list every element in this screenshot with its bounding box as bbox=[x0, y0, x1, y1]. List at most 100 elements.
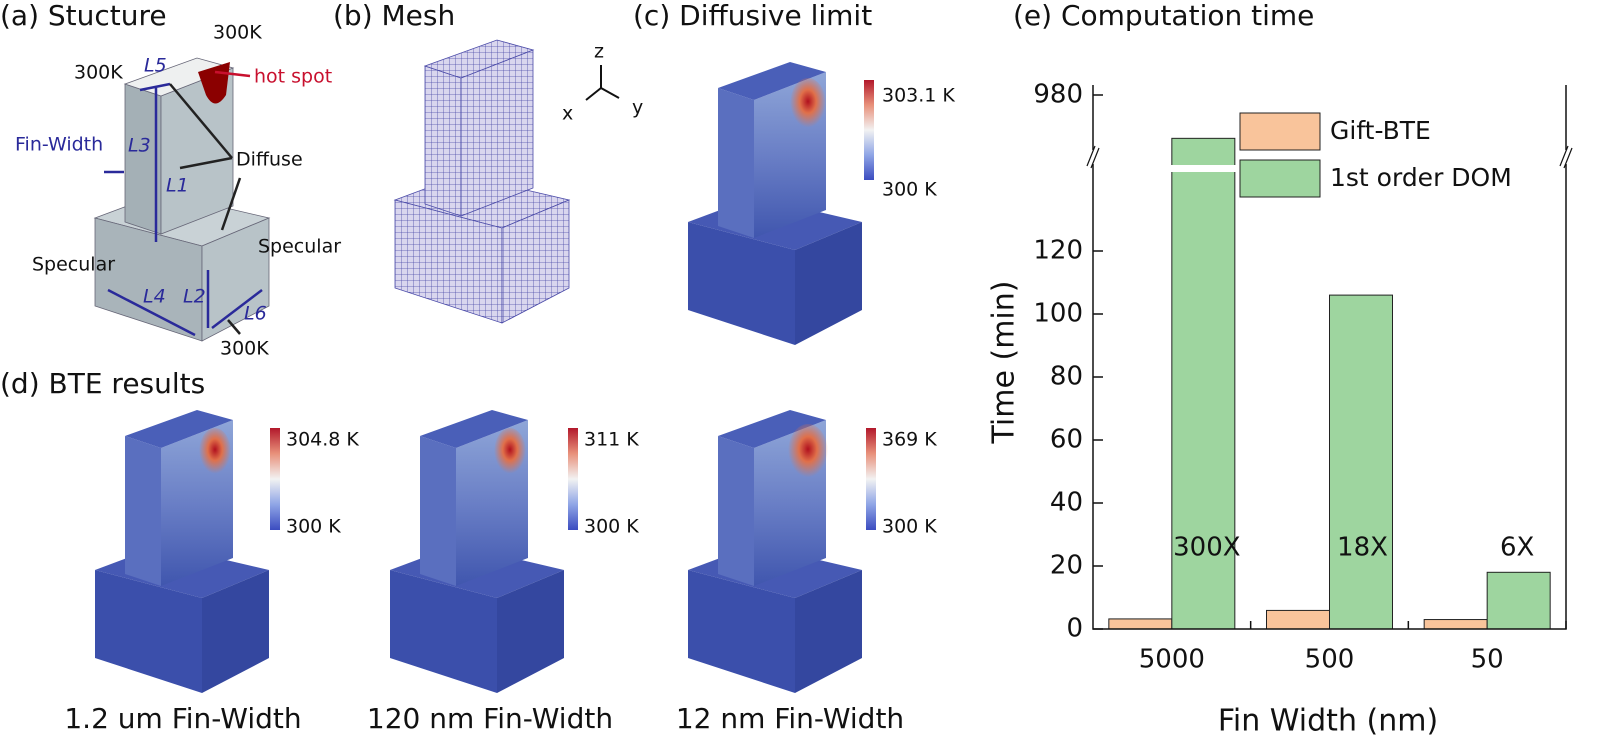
bar bbox=[1108, 618, 1173, 630]
axis-frame bbox=[1092, 85, 1567, 630]
face bbox=[125, 410, 233, 448]
annotation: L3 bbox=[128, 135, 151, 157]
face bbox=[795, 570, 862, 693]
bar bbox=[1423, 619, 1488, 630]
face bbox=[420, 436, 456, 586]
annotation: 300K bbox=[213, 22, 262, 44]
colorbar bbox=[866, 428, 876, 530]
hot-spot bbox=[199, 428, 231, 476]
face bbox=[424, 65, 462, 217]
bar bbox=[1486, 571, 1551, 630]
face bbox=[202, 570, 269, 693]
annotation: Specular bbox=[258, 236, 341, 258]
legend-swatch bbox=[1239, 159, 1321, 198]
face bbox=[390, 570, 497, 693]
x-tick-label: 5000 bbox=[1139, 645, 1205, 675]
dimension-arrow bbox=[211, 289, 263, 329]
pointer bbox=[220, 177, 242, 231]
face bbox=[420, 410, 528, 448]
pointer bbox=[227, 319, 241, 335]
annotation: Fin-Width bbox=[15, 134, 103, 156]
dimension-arrow bbox=[139, 82, 171, 92]
legend-label: 1st order DOM bbox=[1330, 163, 1512, 192]
x-axis-label: Fin Width (nm) bbox=[1218, 704, 1438, 739]
axis-glyph-label: x bbox=[562, 103, 573, 125]
annotation: 6X bbox=[1500, 533, 1534, 563]
annotation: L1 bbox=[166, 175, 189, 197]
annotation: L5 bbox=[144, 55, 167, 77]
caption: 12 nm Fin-Width bbox=[676, 702, 904, 735]
x-tick-label: 50 bbox=[1471, 645, 1504, 675]
bar bbox=[1171, 137, 1236, 630]
y-tick-label: 980 bbox=[1033, 80, 1083, 110]
colorbar bbox=[568, 428, 578, 530]
panel-title: (c) Diffusive limit bbox=[633, 0, 872, 32]
hot-spot bbox=[788, 424, 828, 480]
annotation: L6 bbox=[244, 303, 267, 325]
annotation: L2 bbox=[183, 286, 206, 308]
pointer bbox=[179, 156, 233, 170]
colorbar-label: 303.1 K bbox=[882, 85, 955, 107]
annotation: Specular bbox=[32, 254, 115, 276]
y-tick-label: 40 bbox=[1050, 488, 1083, 518]
pointer bbox=[214, 70, 251, 78]
annotation: 300K bbox=[220, 338, 269, 360]
colorbar-label: 300 K bbox=[286, 516, 341, 538]
fin-rendering bbox=[393, 39, 571, 324]
face bbox=[718, 62, 826, 100]
dimension-arrow bbox=[107, 288, 196, 337]
caption: 120 nm Fin-Width bbox=[367, 702, 613, 735]
y-axis-label: Time (min) bbox=[987, 281, 1022, 445]
axes-glyph bbox=[585, 65, 620, 101]
colorbar-label: 311 K bbox=[584, 429, 639, 451]
face bbox=[688, 570, 795, 693]
y-tick-label: 100 bbox=[1033, 299, 1083, 329]
face bbox=[718, 410, 826, 448]
y-tick-label: 20 bbox=[1050, 551, 1083, 581]
y-tick-label: 0 bbox=[1066, 614, 1083, 644]
annotation: 18X bbox=[1337, 533, 1388, 563]
colorbar-label: 300 K bbox=[882, 179, 937, 201]
structure-annotations bbox=[104, 70, 263, 337]
colorbar-label: 300 K bbox=[882, 516, 937, 538]
y-tick-label: 60 bbox=[1050, 425, 1083, 455]
axis-break-gap bbox=[1113, 165, 1546, 172]
fin-rendering bbox=[688, 62, 862, 345]
face bbox=[95, 570, 202, 693]
colorbar bbox=[864, 80, 874, 180]
annotation: Diffuse bbox=[236, 149, 303, 171]
y-tick-label: 80 bbox=[1050, 362, 1083, 392]
face bbox=[460, 49, 534, 217]
panel-title: (b) Mesh bbox=[333, 0, 455, 32]
colorbar-label: 369 K bbox=[882, 429, 937, 451]
bar-chart: (e) Computation time 0 20 40 60 80 100 120 980 50… bbox=[987, 0, 1573, 739]
panel-title: (a) Stucture bbox=[0, 0, 167, 32]
axis-glyph-label: y bbox=[632, 97, 643, 119]
annotation: hot spot bbox=[254, 66, 332, 88]
bar bbox=[1266, 609, 1330, 630]
y-tick-label: 120 bbox=[1033, 236, 1083, 266]
legend-swatch bbox=[1239, 112, 1321, 151]
face bbox=[497, 570, 564, 693]
fin-rendering bbox=[390, 410, 564, 693]
face bbox=[501, 199, 570, 324]
bar bbox=[1329, 294, 1393, 630]
annotation: 300K bbox=[74, 62, 123, 84]
axis-break-gap bbox=[1089, 150, 1097, 164]
annotation: L4 bbox=[143, 286, 166, 308]
axis-glyph-label: z bbox=[594, 41, 604, 63]
annotation: 300X bbox=[1173, 533, 1240, 563]
fin-rendering bbox=[93, 57, 271, 342]
chart-title: (e) Computation time bbox=[1013, 0, 1314, 32]
face bbox=[201, 217, 270, 342]
face bbox=[688, 222, 795, 345]
face bbox=[423, 39, 535, 79]
hot-spot bbox=[494, 428, 526, 476]
face bbox=[125, 436, 161, 586]
axis-break-gap bbox=[1562, 150, 1570, 164]
renderings bbox=[93, 39, 862, 693]
panel-title: (d) BTE results bbox=[0, 367, 205, 400]
legend-label: Gift-BTE bbox=[1330, 116, 1431, 145]
